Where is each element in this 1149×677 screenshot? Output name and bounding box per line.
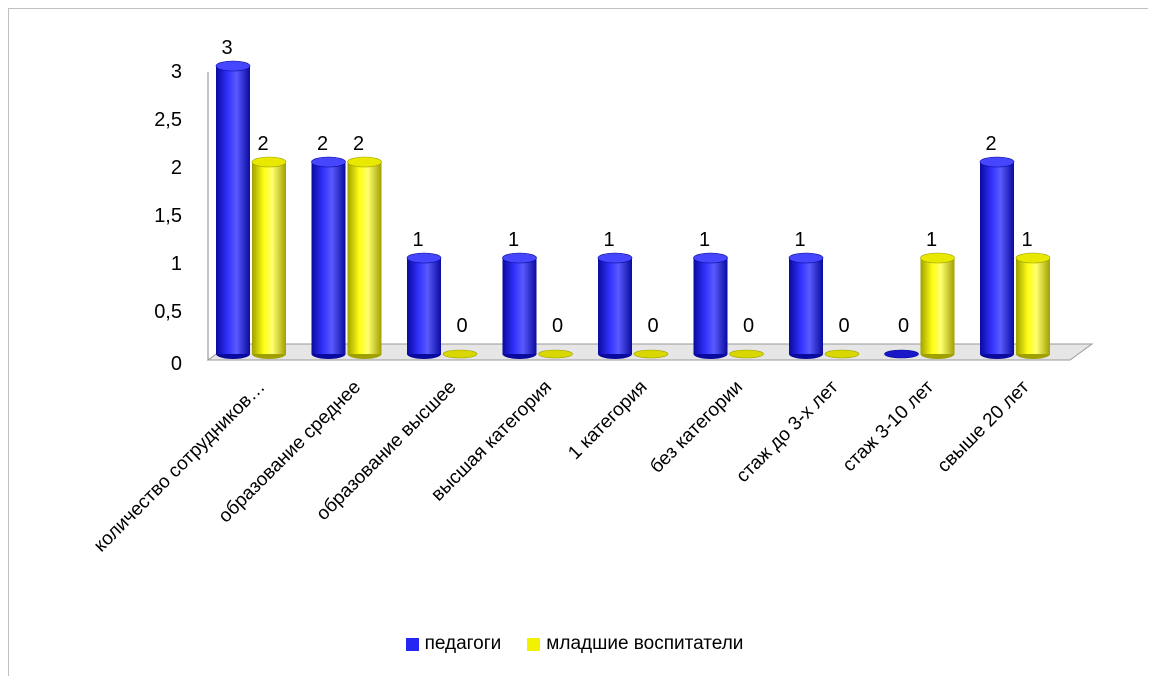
bar-top — [347, 156, 382, 168]
bar-pedagogi-1 — [311, 156, 346, 359]
data-label: 0 — [898, 315, 909, 337]
bar-zero — [884, 349, 919, 359]
bar-zero — [729, 349, 764, 359]
data-label: 1 — [508, 229, 519, 251]
legend-label-series-1: педагоги — [424, 633, 502, 654]
bar-zero — [633, 349, 669, 359]
data-label: 2 — [985, 133, 996, 155]
legend-swatch-series-1 — [405, 637, 419, 651]
chart-frame — [8, 8, 1148, 676]
bar-body-front — [1016, 258, 1050, 354]
bar-pedagogi-6 — [788, 252, 824, 359]
bar-zero — [538, 349, 573, 359]
bar-body-front — [407, 258, 441, 354]
bar-mladshie-6 — [824, 349, 860, 359]
data-label: 0 — [456, 315, 467, 337]
data-label: 1 — [603, 229, 614, 251]
bar-body-front — [311, 162, 346, 354]
y-tick-label: 3 — [171, 61, 182, 83]
y-tick-label: 2,5 — [154, 109, 182, 131]
bar-pedagogi-3 — [502, 252, 537, 359]
bar-top — [311, 156, 346, 168]
data-label: 1 — [926, 229, 937, 251]
x-tick-label: свыше 20 лет — [933, 376, 1033, 476]
data-label: 1 — [699, 229, 710, 251]
bar-pedagogi-5 — [693, 252, 728, 359]
data-label: 1 — [1021, 229, 1032, 251]
bar-zero — [824, 349, 860, 359]
bar-top — [693, 252, 728, 264]
bar-body-front — [252, 162, 286, 354]
data-label: 1 — [794, 229, 805, 251]
bar-mladshie-4 — [633, 349, 669, 359]
bar-top — [920, 252, 955, 264]
bar-mladshie-5 — [729, 349, 764, 359]
bar-top — [979, 156, 1015, 168]
bar-mladshie-0 — [251, 156, 287, 359]
y-tick-label: 2 — [171, 157, 182, 179]
bar-mladshie-2 — [442, 349, 478, 359]
bar-body-front — [693, 258, 728, 354]
bar-body-front — [216, 66, 250, 354]
bar-body-front — [980, 162, 1014, 354]
bar-body-front — [347, 162, 382, 354]
bar-pedagogi-0 — [215, 60, 251, 359]
y-tick-label: 0,5 — [154, 301, 182, 323]
data-label: 1 — [412, 229, 423, 251]
bar-top — [251, 156, 287, 168]
bar-top — [215, 60, 251, 72]
bar-mladshie-3 — [538, 349, 573, 359]
legend-item-series-1: педагоги — [405, 633, 502, 655]
y-tick-label: 1 — [171, 253, 182, 275]
bar-top — [406, 252, 442, 264]
bar-mladshie-1 — [347, 156, 382, 359]
x-tick-label: 1 категория — [564, 377, 651, 464]
bar-pedagogi-4 — [597, 252, 633, 359]
bar-mladshie-7 — [920, 252, 955, 359]
bar-mladshie-8 — [1015, 252, 1051, 359]
legend-item-series-2: младшие воспитатели — [527, 633, 743, 655]
legend-swatch-series-2 — [527, 637, 541, 651]
x-tick-label: стаж 3-10 лет — [839, 376, 939, 476]
bar-body-front — [920, 258, 955, 354]
bar-pedagogi-7 — [884, 349, 919, 359]
data-label: 0 — [552, 315, 563, 337]
data-label: 0 — [647, 315, 658, 337]
x-tick-label: стаж до 3-х лет — [732, 376, 842, 486]
x-tick-label: количество сотрудников… — [90, 377, 270, 557]
bar-top — [788, 252, 824, 264]
data-label: 0 — [743, 315, 754, 337]
bar-top — [597, 252, 633, 264]
legend: педагоги младшие воспитатели — [0, 632, 1149, 656]
bar-body-front — [789, 258, 823, 354]
y-tick-label: 0 — [171, 353, 182, 375]
y-tick-label: 1,5 — [154, 205, 182, 227]
bar-zero — [442, 349, 478, 359]
data-label: 2 — [257, 133, 268, 155]
bar-top — [1015, 252, 1051, 264]
bar-pedagogi-8 — [979, 156, 1015, 359]
data-label: 3 — [221, 37, 232, 59]
data-label: 2 — [317, 133, 328, 155]
bar-body-front — [598, 258, 632, 354]
data-label: 0 — [838, 315, 849, 337]
legend-label-series-2: младшие воспитатели — [546, 633, 744, 654]
bar-pedagogi-2 — [406, 252, 442, 359]
data-label: 2 — [353, 133, 364, 155]
x-tick-label: без категории — [646, 377, 747, 478]
bar-top — [502, 252, 537, 264]
bar-body-front — [502, 258, 537, 354]
